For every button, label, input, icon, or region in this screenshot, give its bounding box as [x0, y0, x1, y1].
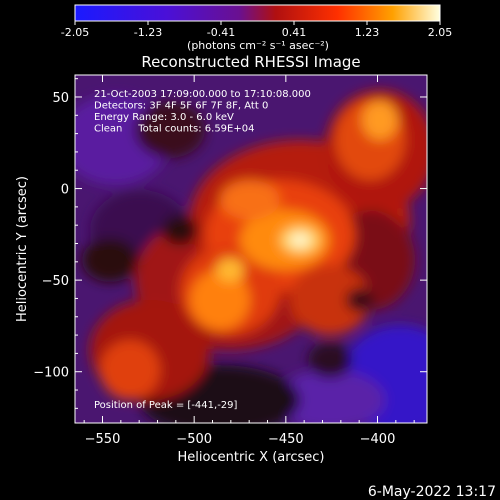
y-axis-label: Heliocentric Y (arcsec)	[15, 176, 30, 322]
colorbar-ticks: -2.05 -1.23 -0.41 0.41 1.23 2.05	[61, 21, 452, 39]
x-axis-label: Heliocentric X (arcsec)	[178, 450, 325, 465]
colorbar-tick-label: -2.05	[61, 26, 89, 39]
x-tick-label: −550	[85, 432, 121, 447]
annotation-line: Energy Range: 3.0 - 6.0 keV	[94, 112, 234, 123]
plot-frame	[74, 74, 428, 424]
y-tick-label: 0	[61, 183, 69, 198]
annotation-block: 21-Oct-2003 17:09:00.000 to 17:10:08.000…	[94, 89, 311, 135]
colorbar-tick-label: 1.23	[355, 26, 380, 39]
colorbar-tick-label: -0.41	[207, 26, 235, 39]
colorbar	[74, 4, 441, 22]
x-tick-label: −450	[268, 432, 304, 447]
x-tick-label: −500	[176, 432, 212, 447]
chart-title: Reconstructed RHESSI Image	[141, 53, 360, 71]
colorbar-tick-label: -1.23	[134, 26, 162, 39]
timestamp: 6-May-2022 13:17	[368, 484, 496, 500]
annotation-line: Detectors: 3F 4F 5F 6F 7F 8F, Att 0	[94, 101, 268, 112]
colorbar-unit-label: (photons cm⁻² s⁻¹ asec⁻²)	[187, 39, 329, 52]
y-tick-label: −50	[42, 274, 69, 289]
y-tick-label: 50	[52, 91, 69, 106]
heatmap-image	[75, 75, 427, 423]
colorbar-tick-label: 0.41	[282, 26, 307, 39]
annotation-line: 21-Oct-2003 17:09:00.000 to 17:10:08.000	[94, 89, 311, 100]
colorbar-tick-label: 2.05	[428, 26, 453, 39]
x-tick-label: −400	[360, 432, 396, 447]
peak-annotation: Position of Peak = [-441,-29]	[94, 400, 238, 411]
annotation-line: Clean Total counts: 6.59E+04	[94, 124, 254, 135]
y-tick-label: −100	[33, 366, 69, 381]
